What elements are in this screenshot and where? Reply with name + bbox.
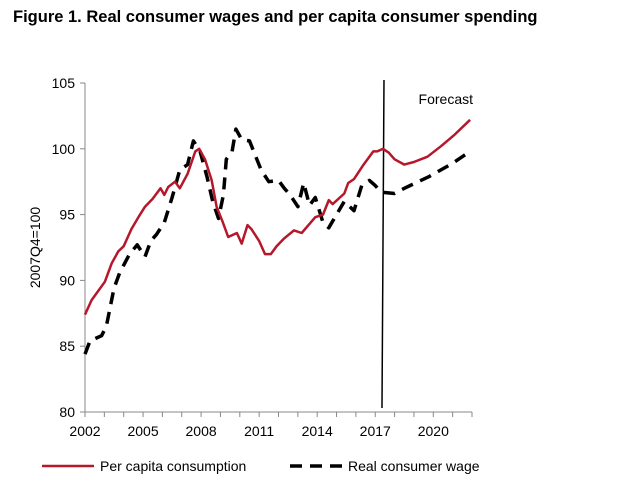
x-tick-label: 2008: [186, 423, 217, 439]
legend-label: Per capita consumption: [100, 458, 246, 474]
series-line-per-capita-consumption: [83, 118, 471, 316]
y-tick-label: 105: [52, 75, 76, 91]
y-axis-label: 2007Q4=100: [27, 207, 43, 289]
chart-title: Figure 1. Real consumer wages and per ca…: [13, 8, 538, 26]
forecast-label: Forecast: [419, 91, 474, 107]
y-tick-label: 85: [59, 338, 75, 354]
x-tick-label: 2011: [244, 423, 274, 439]
x-tick-label: 2002: [69, 423, 100, 439]
y-tick-label: 80: [59, 404, 75, 420]
x-tick-label: 2020: [418, 423, 449, 439]
x-tick-label: 2014: [302, 423, 333, 439]
x-tick-label: 2017: [360, 423, 391, 439]
y-tick-label: 95: [59, 207, 75, 223]
forecast-line: [381, 79, 385, 409]
y-tick-label: 100: [52, 141, 76, 157]
legend-label: Real consumer wage: [348, 458, 480, 474]
y-tick-label: 90: [59, 272, 75, 288]
x-tick-label: 2005: [127, 423, 158, 439]
